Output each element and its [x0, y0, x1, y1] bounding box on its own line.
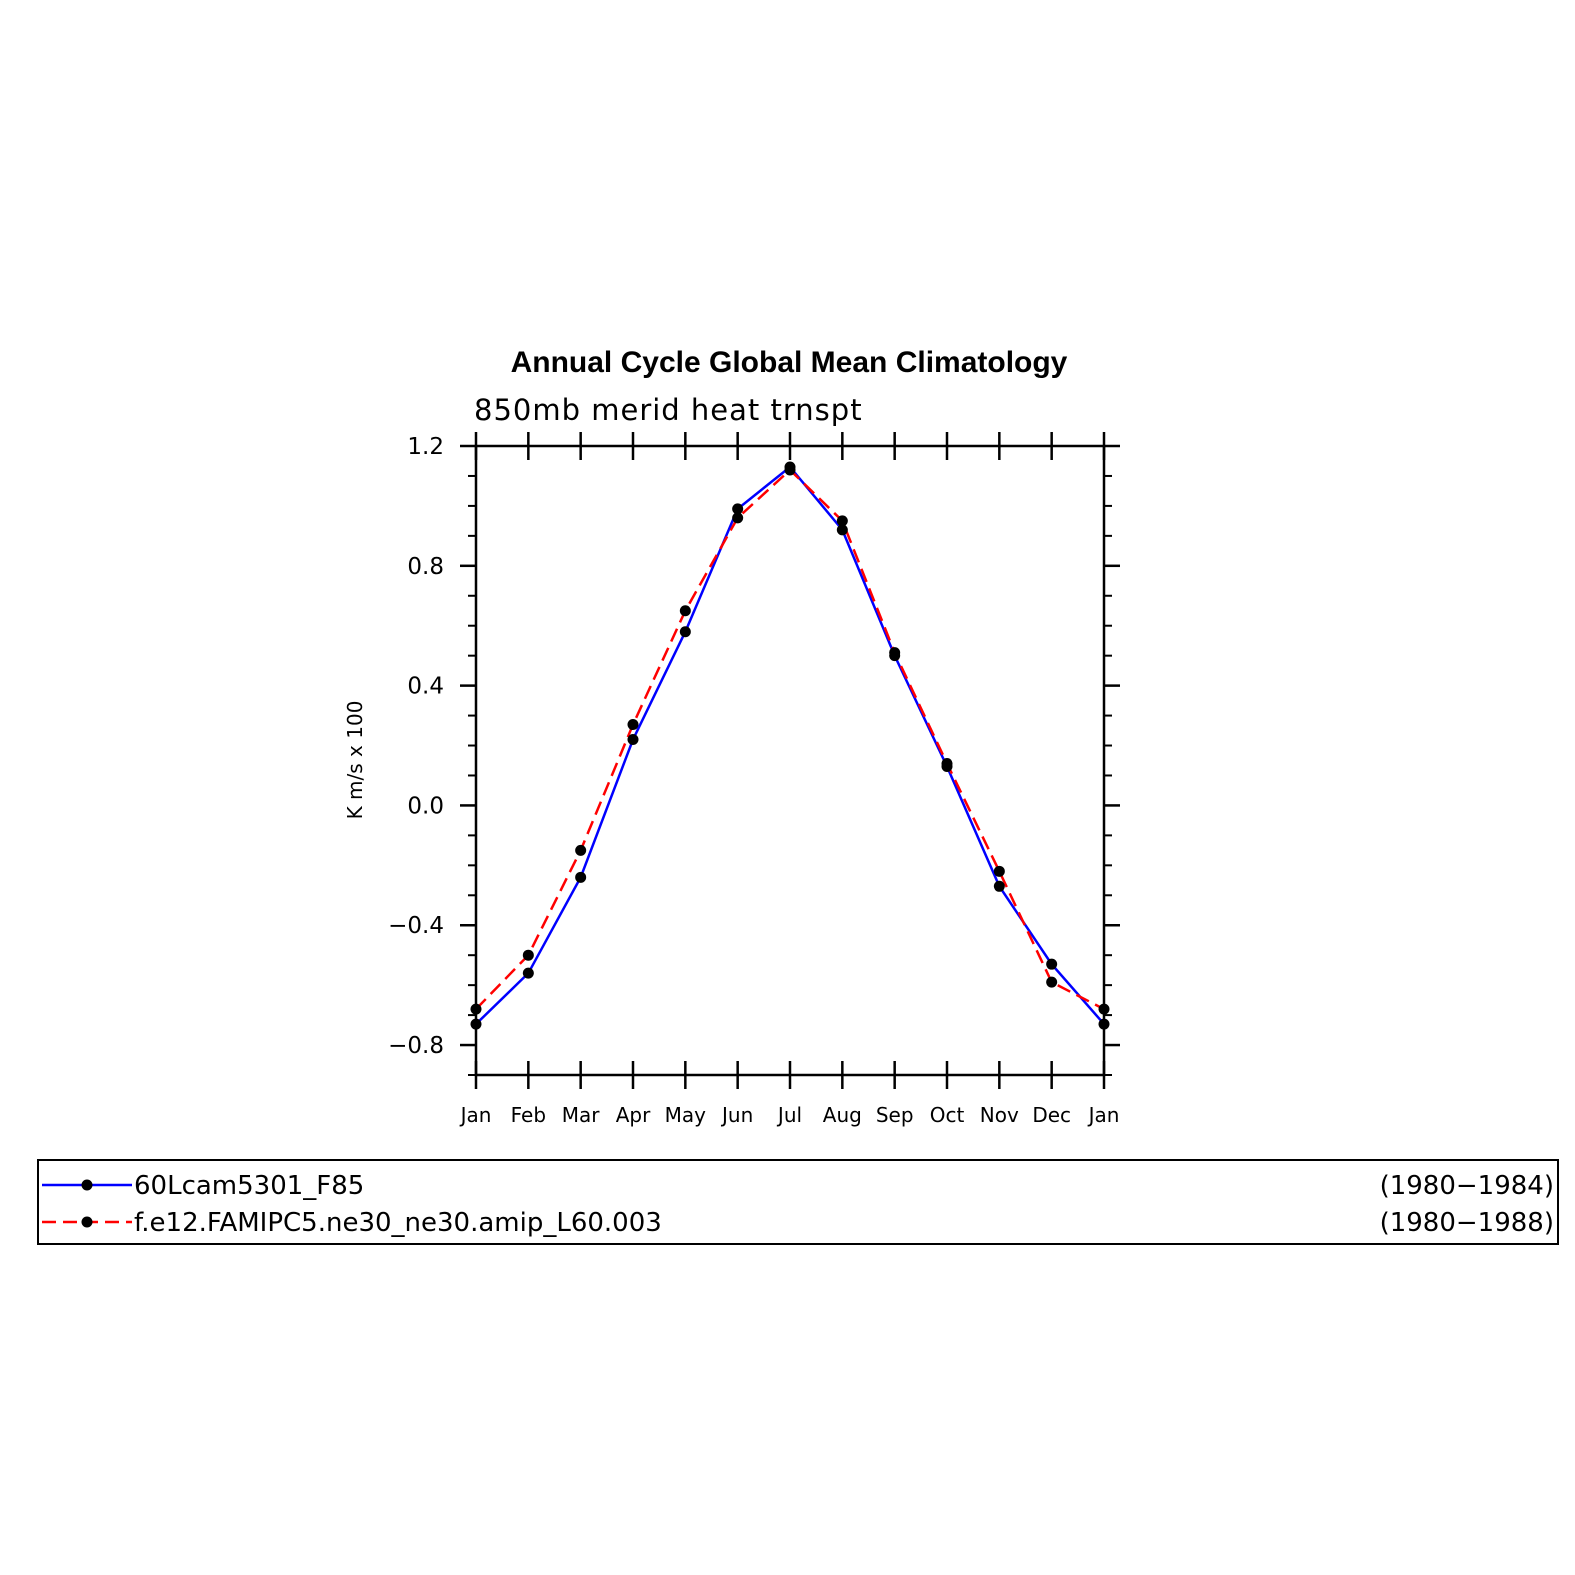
series-marker [784, 464, 796, 476]
series-marker [993, 880, 1005, 892]
plot-series [470, 461, 1110, 1030]
series-marker [470, 1018, 482, 1030]
axes: Jan Feb Mar Apr May Jun Jul Aug Sep Oct Nov Dec Jan −… [388, 432, 1120, 1127]
series-marker [679, 626, 691, 638]
y-tick-label: −0.4 [388, 913, 444, 939]
series-marker [470, 1003, 482, 1015]
legend-series-name: f.e12.FAMIPC5.ne30_ne30.amip_L60.003 [134, 1208, 662, 1238]
legend-marker-swatch [81, 1179, 93, 1191]
series-marker [679, 605, 691, 617]
series-marker [1046, 976, 1058, 988]
y-axis-label: K m/s x 100 [343, 701, 367, 820]
y-tick-label: 0.8 [407, 554, 444, 580]
y-tick-label: −0.8 [388, 1033, 444, 1059]
x-tick-label: Jan [459, 1103, 492, 1127]
legend-series-period: (1980−1988) [1380, 1208, 1554, 1238]
series-marker [1098, 1018, 1110, 1030]
x-tick-label: May [665, 1103, 707, 1127]
x-tick-label: Nov [980, 1103, 1019, 1127]
x-tick-label: Dec [1032, 1103, 1071, 1127]
series-marker [941, 757, 953, 769]
x-tick-label: Feb [511, 1103, 546, 1127]
x-tick-label: Jun [720, 1103, 753, 1127]
series-marker [1046, 958, 1058, 970]
x-tick-label: Oct [930, 1103, 965, 1127]
chart-subtitle: 850mb merid heat trnspt [474, 393, 863, 427]
series-marker [627, 734, 639, 746]
x-tick-label: Sep [876, 1103, 914, 1127]
chart-title: Annual Cycle Global Mean Climatology [511, 346, 1068, 379]
x-tick-label: Mar [562, 1103, 601, 1127]
series-marker [732, 512, 744, 524]
series-marker [889, 647, 901, 659]
legend: 60Lcam5301_F85 (1980−1984) f.e12.FAMIPC5.n… [37, 1159, 1559, 1245]
series-marker [575, 871, 587, 883]
y-tick-label: 0.0 [407, 793, 444, 819]
series-line [475, 465, 1105, 1025]
series-marker [522, 949, 534, 961]
series-marker [1098, 1003, 1110, 1015]
series-marker [993, 865, 1005, 877]
x-tick-label: Aug [823, 1103, 862, 1127]
y-tick-label: 1.2 [407, 434, 444, 460]
series-marker [836, 515, 848, 527]
y-tick-label: 0.4 [407, 674, 444, 700]
series-marker [627, 719, 639, 731]
legend-series-period: (1980−1984) [1380, 1171, 1554, 1201]
series-marker [522, 967, 534, 979]
series-marker [836, 524, 848, 536]
x-tick-label: Apr [616, 1103, 651, 1127]
x-tick-label: Jul [776, 1103, 802, 1127]
series-marker [575, 844, 587, 856]
series-marker [732, 503, 744, 515]
plot-frame [474, 444, 1106, 1077]
legend-series-name: 60Lcam5301_F85 [134, 1171, 364, 1201]
x-tick-label: Jan [1087, 1103, 1120, 1127]
series-line [475, 468, 1105, 1011]
legend-marker-swatch [81, 1216, 93, 1228]
legend-box [37, 1159, 1559, 1245]
